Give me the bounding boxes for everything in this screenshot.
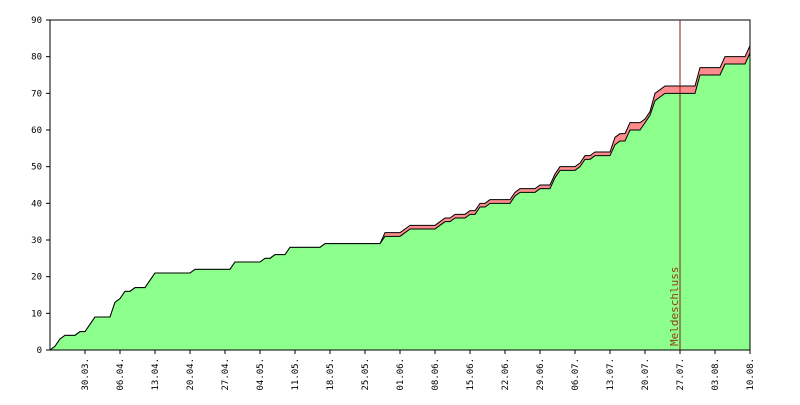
x-tick-label: 25.05. — [361, 358, 371, 391]
x-tick-label: 18.05. — [326, 358, 336, 391]
x-tick-label: 04.05. — [256, 358, 266, 391]
series-line-1 — [49, 52, 751, 351]
x-tick-label: 20.07. — [641, 358, 651, 391]
x-tick-label: 08.06. — [431, 358, 441, 391]
y-tick-label: 30 — [31, 236, 42, 246]
x-tick-label: 10.08. — [746, 358, 756, 391]
x-tick-label: 22.06. — [501, 358, 511, 391]
x-tick-label: 15.06. — [466, 358, 476, 391]
y-tick-label: 60 — [31, 126, 42, 136]
y-tick-label: 90 — [31, 16, 42, 26]
x-tick-label: 13.04. — [151, 358, 161, 391]
x-tick-label: 20.04. — [186, 358, 196, 391]
y-tick-label: 80 — [31, 53, 42, 63]
x-tick-label: 06.07. — [571, 358, 581, 391]
y-tick-label: 70 — [31, 89, 42, 99]
x-tick-label: 06.04. — [116, 358, 126, 391]
x-tick-label: 13.07. — [606, 358, 616, 391]
y-tick-label: 40 — [31, 199, 42, 209]
y-tick-label: 50 — [31, 163, 42, 173]
x-tick-label: 29.06. — [536, 358, 546, 391]
deadline-label: Meldeschluss — [668, 267, 681, 346]
series-area-1 — [50, 53, 750, 350]
x-tick-label: 27.04. — [221, 358, 231, 391]
x-tick-label: 30.03. — [81, 358, 91, 391]
y-tick-label: 0 — [37, 346, 42, 356]
x-tick-label: 03.08. — [711, 358, 721, 391]
y-tick-label: 20 — [31, 273, 42, 283]
y-tick-label: 10 — [31, 309, 42, 319]
x-tick-label: 11.05. — [291, 358, 301, 391]
x-tick-label: 01.06. — [396, 358, 406, 391]
x-tick-label: 27.07. — [676, 358, 686, 391]
